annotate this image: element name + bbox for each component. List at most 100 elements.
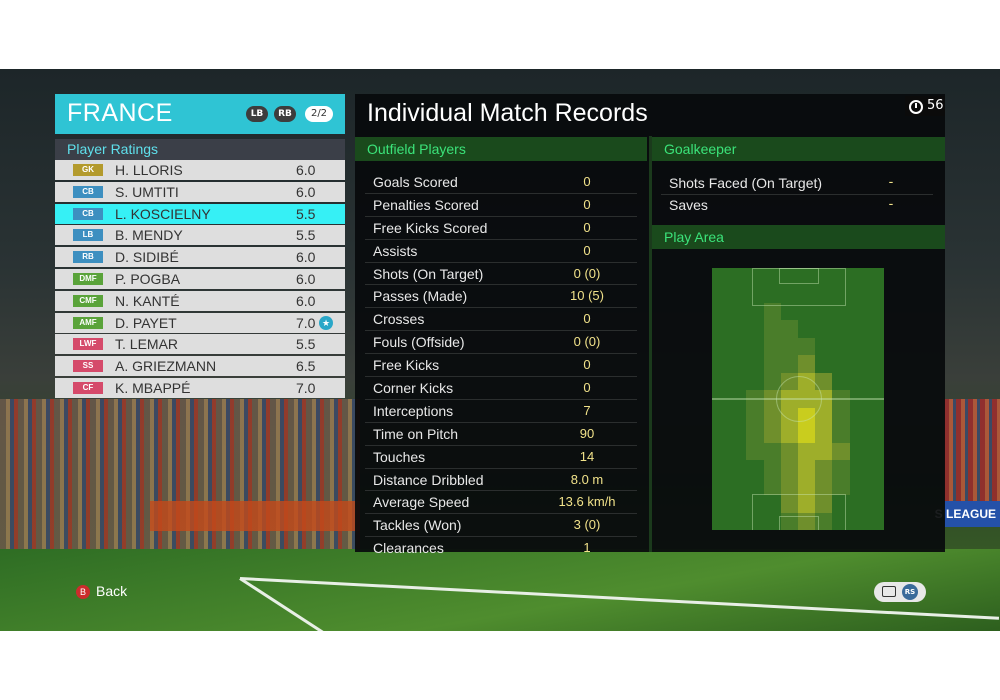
gk-stat-row: Shots Faced (On Target) - [661,173,933,195]
player-row[interactable]: LWF T. LEMAR 5.5 [55,334,345,355]
heatmap-cell [763,285,782,304]
crowd-stand-right [944,399,1000,519]
stat-value: 90 [579,425,595,441]
heatmap-cell [832,460,851,479]
gk-stat-row: Saves - [661,195,933,216]
player-row[interactable]: CMF N. KANTÉ 6.0 [55,290,345,311]
player-name: B. MENDY [115,227,183,244]
stat-label: Clearances [373,540,444,557]
position-badge: CB [73,185,103,198]
player-row[interactable]: LB B. MENDY 5.5 [55,225,345,246]
heatmap-cell [712,285,730,304]
heatmap-cell [798,302,816,321]
player-name: N. KANTÉ [115,292,180,309]
heatmap-cell [729,320,747,339]
heatmap-cell [849,268,868,286]
heatmap-cell [866,355,884,374]
heatmap-cell [815,337,833,356]
heatmap-cell [798,285,816,304]
gk-stat-label: Shots Faced (On Target) [669,175,823,191]
heatmap-cell [712,442,730,461]
player-row[interactable]: SS A. GRIEZMANN 6.5 [55,356,345,377]
heatmap-cell [763,355,782,374]
stat-value: 0 [583,174,591,189]
heatmap-cell [815,407,833,426]
stat-row: Average Speed 13.6 km/h [365,492,637,515]
heatmap-cell [849,355,868,374]
heatmap-cell [849,495,868,514]
heatmap-cell [763,407,782,426]
gk-stat-value: - [888,195,894,211]
heatmap-cell [729,355,747,374]
stat-row: Interceptions 7 [365,401,637,423]
stat-value: 0 [583,357,591,373]
rb-button[interactable]: RB [274,106,296,122]
heatmap-cell [746,442,765,461]
player-rating: 5.5 [296,205,316,222]
stat-value: 13.6 km/h [558,494,616,510]
heatmap-cell [815,460,833,479]
position-badge: DMF [73,272,103,285]
heatmap-cell [746,355,765,374]
heatmap-cell [866,512,884,530]
heatmap-cell [729,285,747,304]
position-badge: LB [73,229,103,242]
heatmap-cell [712,302,730,321]
heatmap-cell [712,268,730,286]
team-name: FRANCE [67,99,173,127]
chat-toggle-button[interactable]: RS [874,582,926,602]
heatmap-cell [746,320,765,339]
heatmap-cell [746,372,765,391]
heatmap-cell [849,460,868,479]
player-row[interactable]: CB S. UMTITI 6.0 [55,181,345,202]
position-badge: CF [73,381,103,394]
stat-label: Distance Dribbled [373,471,484,488]
heatmap-cell [815,495,833,514]
heatmap-cell [832,425,851,444]
heatmap-cell [729,442,747,461]
player-row[interactable]: AMF D. PAYET 7.0 ★ [55,312,345,333]
heatmap-cell [746,390,765,409]
stat-row: Passes (Made) 10 (5) [365,286,637,309]
stat-value: 14 [579,448,595,464]
heatmap-cell [746,425,765,444]
lb-button[interactable]: LB [246,106,268,122]
stat-row: Touches 14 [365,447,637,469]
position-badge: RB [73,251,103,264]
heatmap-cell [729,372,747,391]
player-rating: 7.0 [296,379,316,396]
position-badge: LWF [73,338,103,351]
heatmap-cell [849,442,868,461]
stat-value: 0 [583,219,591,235]
heatmap-cell [849,390,868,409]
heatmap-cell [746,512,765,530]
stat-value: 0 [583,380,591,396]
heatmap-cell [815,285,833,304]
heatmap-cell [763,302,782,321]
heatmap-cell [763,268,782,286]
heatmap-cell [866,442,884,461]
heatmap-cell [849,320,868,339]
player-row[interactable]: GK H. LLORIS 6.0 [55,160,345,180]
player-name: K. MBAPPÉ [115,379,191,396]
player-ratings-title: Player Ratings [55,139,345,160]
heatmap-cell [866,320,884,339]
heatmap-cell [746,407,765,426]
stat-label: Interceptions [373,402,454,419]
player-row[interactable]: CF K. MBAPPÉ 7.0 [55,377,345,398]
stat-label: Penalties Scored [373,196,479,213]
stat-value: 1 [583,540,591,556]
player-rating: 6.0 [296,292,316,309]
chat-bubble-icon [882,586,896,597]
heatmap-cell [798,320,816,339]
stat-row: Time on Pitch 90 [365,424,637,446]
player-row[interactable]: CB L. KOSCIELNY 5.5 [55,203,345,224]
stat-row: Assists 0 [365,241,637,263]
heatmap-cell [849,337,868,356]
back-button[interactable]: B Back [76,583,127,600]
stat-row: Tackles (Won) 3 (0) [365,515,637,538]
page-indicator: 2/2 [305,106,333,122]
player-row[interactable]: RB D. SIDIBÉ 6.0 [55,247,345,268]
play-area-section-title: Play Area [652,225,945,249]
player-row[interactable]: DMF P. POGBA 6.0 [55,268,345,289]
